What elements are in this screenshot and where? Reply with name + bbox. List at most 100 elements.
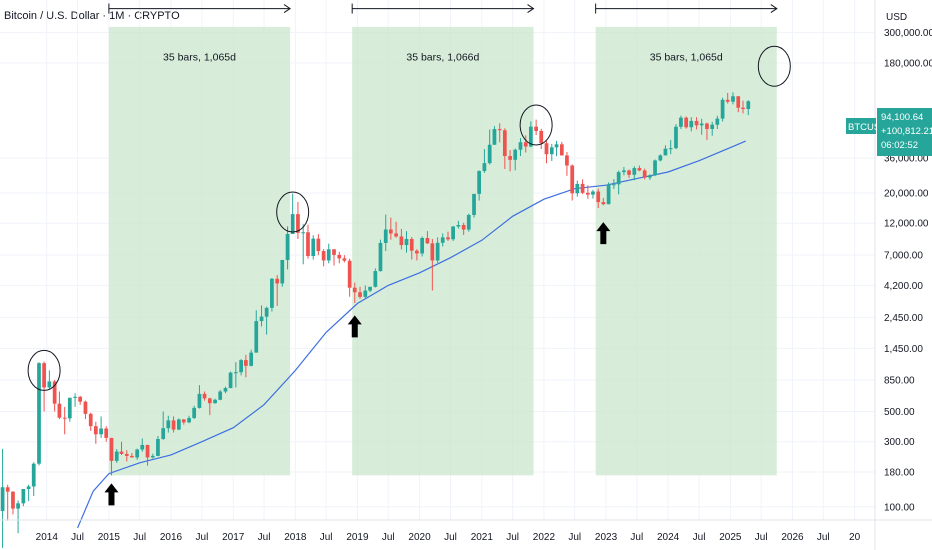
candle-body (523, 142, 528, 147)
y-tick-label: 180.00 (884, 467, 915, 478)
price-tag: BTCUSD 94,100.64 +100,812.21% 06:02:52 (846, 108, 932, 156)
candle-body (637, 168, 642, 171)
top-circle-0[interactable] (27, 349, 61, 391)
candle-body (239, 360, 243, 373)
candle-body (580, 183, 585, 193)
candle-body (642, 170, 647, 178)
candle-body (502, 130, 507, 157)
candle-body (736, 96, 741, 108)
candle-body (425, 238, 430, 244)
candle-body (575, 183, 580, 194)
candle-body (37, 363, 41, 464)
candle-body (420, 238, 425, 254)
candle-body (296, 214, 300, 233)
candle-body (259, 316, 264, 322)
y-tick-label: 36,000.00 (884, 154, 929, 165)
candle-body (446, 237, 450, 240)
candle-body (145, 444, 150, 458)
top-circle-1[interactable] (276, 191, 310, 233)
price-tag-bg (877, 108, 932, 156)
x-tick-label: 2021 (471, 532, 494, 543)
date-range-box-2[interactable] (595, 26, 777, 476)
bottom-arrow-icon-2[interactable] (596, 222, 611, 245)
candle-body (549, 147, 554, 155)
candle-body (399, 236, 404, 246)
candle-body (181, 419, 186, 423)
top-circle-2[interactable] (519, 104, 553, 146)
x-tick-label: 2024 (657, 532, 680, 543)
candle-body (487, 144, 492, 164)
candle-body (596, 191, 601, 203)
candle-body (47, 381, 52, 388)
x-tick-label: 2016 (160, 532, 183, 543)
date-range-box-1[interactable] (352, 26, 534, 476)
candle-body (565, 155, 569, 166)
candle-body (674, 126, 678, 149)
candle-body (378, 242, 383, 272)
candle-body (52, 381, 57, 404)
candle-body (352, 287, 357, 293)
candle-body (135, 449, 140, 458)
candle-body (166, 420, 171, 429)
y-tick-label: 300,000.00 (884, 28, 932, 39)
x-tick-label: Jul (755, 532, 768, 543)
candle-body (31, 463, 36, 487)
date-range-label-1: 35 bars, 1,066d (406, 52, 479, 64)
bottom-arrow-icon-1[interactable] (347, 315, 362, 338)
candle-body (16, 503, 20, 509)
candle-body (534, 126, 538, 131)
candle-body (358, 292, 362, 297)
candle-body (140, 444, 145, 450)
candle-body (699, 123, 704, 126)
candle-body (290, 214, 295, 235)
candle-body (114, 451, 119, 461)
candle-body (482, 163, 487, 172)
candle-body (337, 254, 342, 259)
date-range-arrowhead-1 (527, 4, 535, 13)
candle-body (218, 391, 223, 400)
candle-body (342, 258, 347, 261)
top-circle-3[interactable] (757, 45, 791, 87)
currency-label[interactable]: USD (886, 12, 907, 23)
bottom-arrow-icon-0[interactable] (104, 483, 119, 506)
y-tick-label: 1,450.00 (884, 344, 923, 355)
candle-body (78, 396, 83, 402)
candle-body (653, 160, 657, 176)
candle-body (715, 118, 720, 125)
y-tick-label: 20,000.00 (884, 188, 929, 199)
candle-body (316, 238, 321, 252)
y-tick-label: 2,450.00 (884, 313, 923, 324)
y-tick-label: 850.00 (884, 376, 915, 387)
candle-body (161, 428, 166, 440)
candle-body (311, 238, 316, 257)
x-tick-label: Jul (693, 532, 706, 543)
candle-body (99, 428, 103, 435)
candle-body (497, 129, 502, 131)
x-tick-label: Jul (320, 532, 333, 543)
y-tick-label: 300.00 (884, 437, 915, 448)
candle-body (725, 99, 730, 102)
candle-body (187, 417, 191, 423)
last-price: 94,100.64 (881, 112, 923, 123)
candle-body (171, 420, 176, 430)
candle-body (616, 172, 621, 185)
candle-body (62, 417, 67, 419)
candle-body (679, 117, 683, 127)
candle-body (373, 271, 378, 287)
candle-body (249, 352, 254, 366)
x-tick-label: 2017 (222, 532, 245, 543)
date-range-arrowhead-0 (283, 4, 291, 13)
candle-body (694, 120, 699, 126)
candle-body (622, 170, 626, 173)
candle-body (415, 250, 419, 254)
candle-body (156, 439, 160, 456)
candle-body (606, 184, 611, 205)
candle-body (409, 238, 414, 251)
candle-body (275, 278, 280, 284)
candle-body (383, 229, 388, 243)
candle-body (150, 455, 155, 458)
candle-body (456, 224, 461, 227)
candle-body (124, 453, 129, 456)
candle-body (109, 437, 114, 461)
